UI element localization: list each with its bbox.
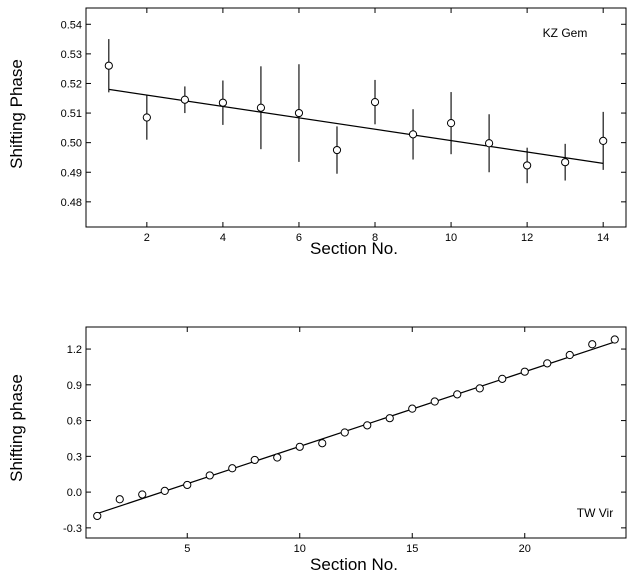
data-point [561,158,570,167]
plot-frame [85,7,627,228]
x-tick-label: 8 [372,232,378,244]
data-point [104,61,113,70]
bottom-x-axis-label: Section No. [310,555,398,574]
y-tick-label: 0.54 [61,19,82,31]
x-tick-label: 4 [220,232,226,244]
data-point [273,453,282,462]
y-tick-label: 1.2 [67,344,82,356]
top-y-axis-label: Shifting Phase [7,59,26,169]
data-point [565,350,574,360]
plot-frame [85,326,627,539]
x-tick-label: 15 [406,543,418,555]
tw-vir-panel: Shifting phase Section No. TW Vir 5 10 15 2… [7,326,627,574]
y-tick-label: 0.3 [67,451,82,463]
kz-gem-panel: Shifting Phase Section No. KZ Gem 2 4 6 8 10… [7,7,627,258]
data-point [160,486,169,496]
y-tick-label: 0.9 [67,380,82,392]
data-point [408,130,418,139]
bottom-star-annotation: TW Vir [577,506,613,520]
x-tick-label: 5 [184,543,190,555]
data-point [523,161,532,170]
x-tick-label: 6 [296,232,302,244]
y-tick-label: 0.52 [61,78,82,90]
data-point [218,98,228,107]
data-point [385,414,394,423]
x-tick-label: 14 [597,232,609,244]
data-point [430,397,439,406]
data-point [250,455,259,465]
y-tick-label: 0.51 [61,108,82,120]
data-point [115,495,124,504]
y-tick-label: 0.6 [67,416,82,428]
data-point [340,428,349,437]
bottom-y-axis-label: Shifting phase [7,374,26,482]
y-tick-label: 0.53 [61,49,82,61]
x-tick-label: 12 [521,232,533,244]
data-point [93,511,102,521]
data-point [183,480,192,490]
y-tick-label: -0.3 [63,523,82,535]
x-tick-label: 10 [294,543,306,555]
y-tick-label: 0.50 [61,138,82,150]
y-tick-label: 0.0 [67,487,82,499]
data-point [228,464,237,473]
data-point [318,439,327,448]
data-point [180,95,189,104]
data-point [294,108,304,118]
data-point [332,145,342,155]
data-point [142,113,151,122]
data-point [256,103,266,112]
data-point [363,421,372,430]
data-point [543,359,552,368]
data-point [484,139,494,148]
data-point [588,340,597,349]
fit-line [108,88,604,164]
data-point [370,98,380,107]
data-point [610,335,619,344]
x-tick-label: 20 [519,543,531,555]
data-point [498,374,507,383]
data-point [475,384,484,393]
top-star-annotation: KZ Gem [543,26,588,40]
data-point [205,471,214,480]
data-point [446,119,456,128]
y-tick-label: 0.48 [61,197,82,209]
data-point [599,136,608,145]
data-point [295,442,304,451]
x-tick-label: 2 [144,232,150,244]
data-point [138,490,147,499]
data-point [453,390,462,399]
y-tick-label: 0.49 [61,167,82,179]
x-tick-label: 10 [445,232,457,244]
top-x-axis-label: Section No. [310,239,398,258]
data-point [408,404,417,413]
fit-line [97,341,615,515]
data-point [520,367,529,376]
